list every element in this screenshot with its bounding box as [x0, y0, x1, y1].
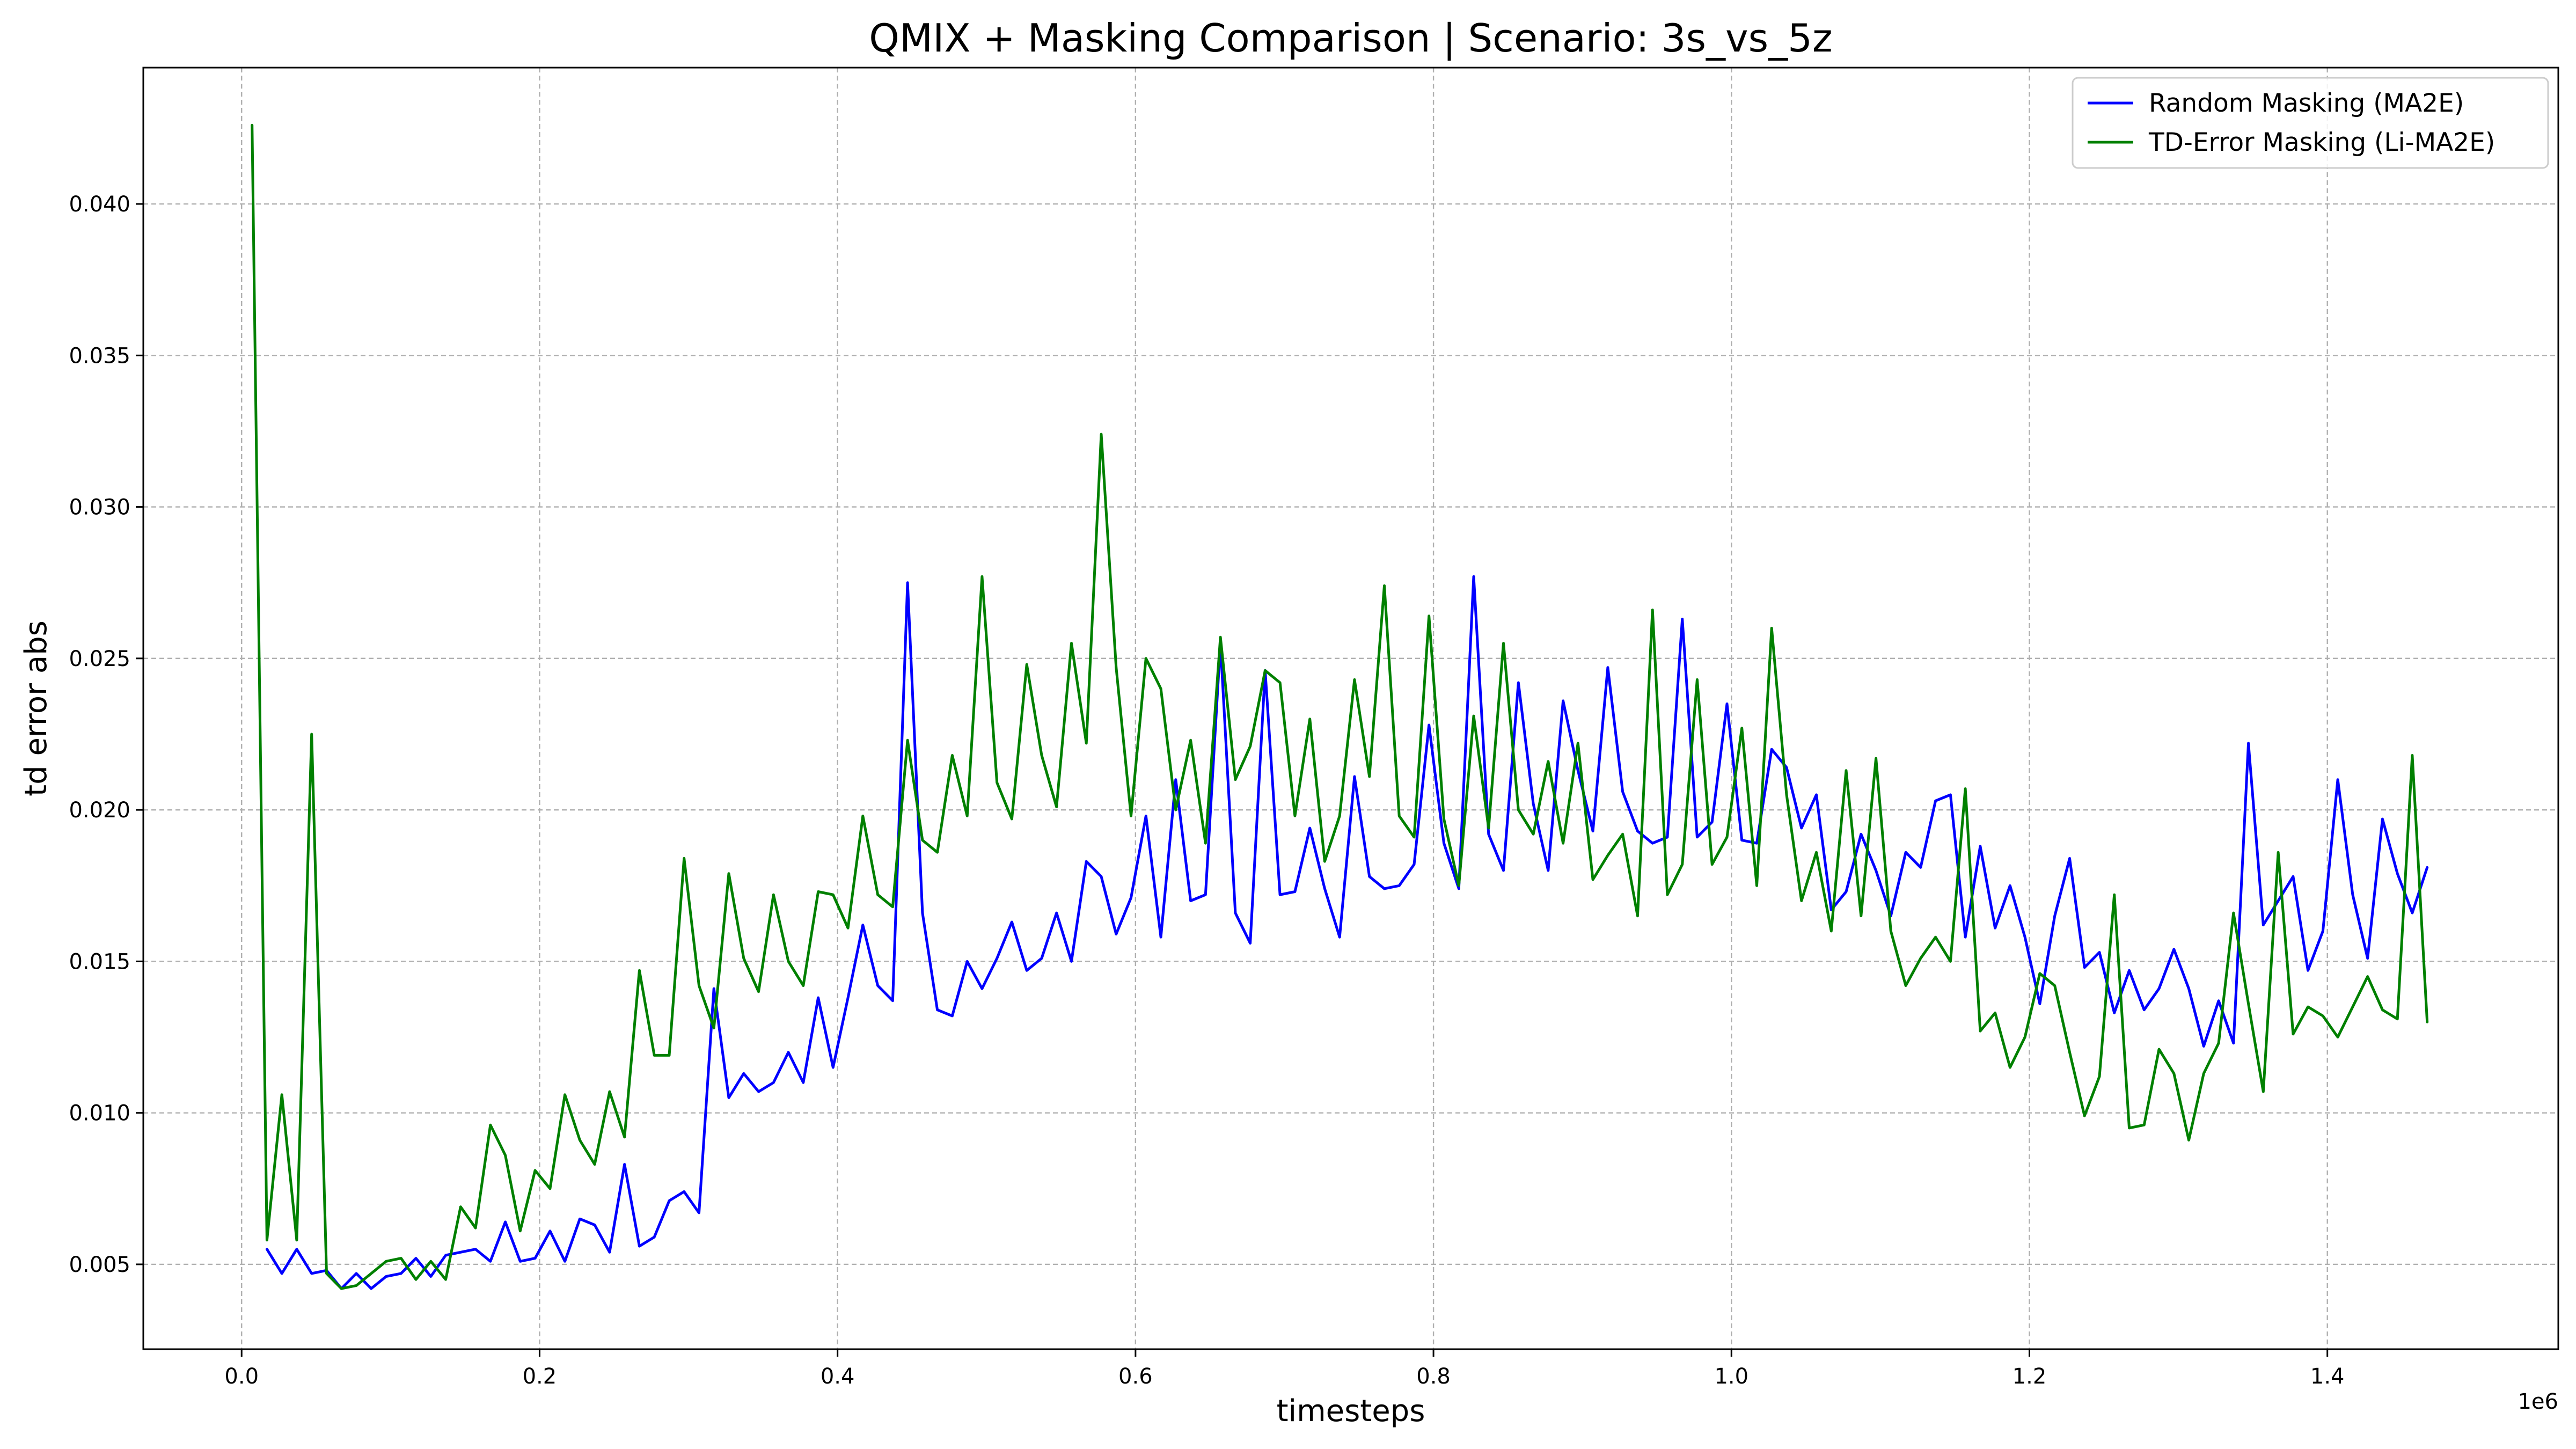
x-tick-label: 1.0	[1714, 1364, 1748, 1389]
legend-label-td-error-masking: TD-Error Masking (Li-MA2E)	[2148, 128, 2495, 157]
series-line-td-error-masking-li-ma2e	[251, 123, 2429, 1290]
grid-lines	[143, 68, 2558, 1349]
x-tick-label: 1.2	[2012, 1364, 2047, 1389]
legend: Random Masking (MA2E) TD-Error Masking (…	[2072, 77, 2549, 169]
y-tick-label: 0.015	[69, 949, 130, 974]
x-tick-label: 1.4	[2310, 1364, 2345, 1389]
x-tick-label: 0.0	[224, 1364, 259, 1389]
x-axis-label: timesteps	[1277, 1394, 1425, 1429]
series-lines	[251, 123, 2429, 1290]
x-tick-label: 0.4	[821, 1364, 855, 1389]
x-tick-label: 0.8	[1416, 1364, 1451, 1389]
legend-box	[2072, 77, 2549, 169]
y-tick-label: 0.010	[69, 1101, 130, 1126]
y-tick-label: 0.030	[69, 495, 130, 520]
y-tick-label: 0.035	[69, 343, 130, 368]
y-tick-label: 0.040	[69, 192, 130, 217]
plot-frame	[142, 67, 2559, 1350]
y-tick-label: 0.005	[69, 1253, 130, 1277]
x-tick-label: 0.2	[523, 1364, 557, 1389]
axis-ticks: 0.0 0.2 0.4 0.6 0.8 1.0 1.2 1.4 0.005 0.010 0.015 0…	[69, 192, 2344, 1389]
y-tick-label: 0.025	[69, 647, 130, 671]
x-tick-label: 0.6	[1118, 1364, 1153, 1389]
x-axis-offset-label: 1e6	[2518, 1389, 2558, 1414]
series-line-random-masking-ma2e	[265, 575, 2429, 1290]
y-axis-label: td error abs	[19, 620, 54, 796]
legend-label-random-masking: Random Masking (MA2E)	[2149, 89, 2464, 118]
chart-title: QMIX + Masking Comparison | Scenario: 3s…	[869, 16, 1832, 61]
y-tick-label: 0.020	[69, 798, 130, 823]
